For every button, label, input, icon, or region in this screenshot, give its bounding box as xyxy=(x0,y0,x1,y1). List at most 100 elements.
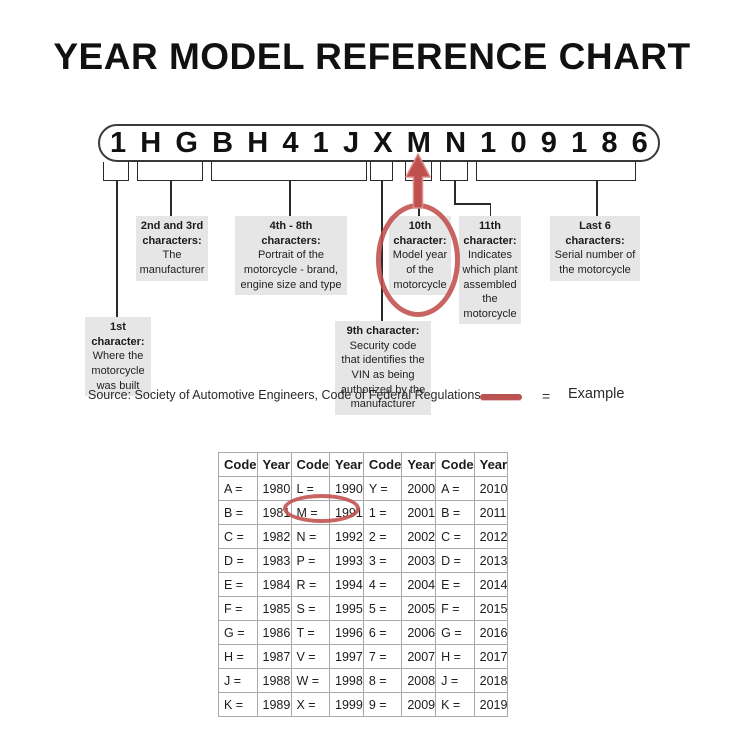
source-note: Source: Society of Automotive Engineers,… xyxy=(88,388,481,402)
table-cell: 2009 xyxy=(401,692,437,717)
connector-4th-8th xyxy=(289,181,291,216)
table-cell: A = xyxy=(435,476,475,501)
table-cell: 2013 xyxy=(473,548,509,573)
callout-heading: 11th character: xyxy=(463,220,517,247)
column-header: Year xyxy=(256,452,292,477)
table-cell: 2017 xyxy=(473,644,509,669)
table-cell: S = xyxy=(290,596,330,621)
table-cell: 2015 xyxy=(473,596,509,621)
table-row: J = 1988 W = 1998 8 = 2008 J = 2018 xyxy=(218,668,509,693)
callout-body: The manufacturer xyxy=(139,249,205,276)
table-cell: E = xyxy=(218,572,258,597)
connector-11th-b xyxy=(454,203,491,205)
vin-character: X xyxy=(373,126,393,159)
table-cell: V = xyxy=(290,644,330,669)
table-cell: T = xyxy=(290,620,330,645)
table-cell: Y = xyxy=(362,476,403,501)
table-cell: D = xyxy=(218,548,258,573)
vin-character: 4 xyxy=(282,126,299,159)
table-cell: E = xyxy=(435,572,475,597)
vin-character: H xyxy=(247,126,269,159)
connector-last6 xyxy=(596,181,598,216)
connector-1st xyxy=(116,181,118,317)
vin-character: H xyxy=(140,126,162,159)
table-cell: R = xyxy=(290,572,330,597)
table-cell: 1989 xyxy=(256,692,292,717)
table-cell: C = xyxy=(218,524,258,549)
source-legend-row: Source: Society of Automotive Engineers,… xyxy=(88,386,688,408)
table-cell: 1985 xyxy=(256,596,292,621)
callout-2nd-3rd-characters: 2nd and 3rd characters: The manufacturer xyxy=(136,216,208,281)
table-cell: B = xyxy=(218,500,258,525)
table-cell: 3 = xyxy=(362,548,403,573)
example-line-icon xyxy=(480,394,522,400)
table-row: B = 1981 M = 1991 1 = 2001 B = 2011 xyxy=(218,500,509,525)
callout-4th-8th-characters: 4th - 8th characters: Portrait of the mo… xyxy=(235,216,347,296)
table-cell: 1996 xyxy=(329,620,364,645)
callout-body: Serial number of the motorcycle xyxy=(554,249,636,276)
table-cell: 5 = xyxy=(362,596,403,621)
table-cell: 2001 xyxy=(401,500,437,525)
table-row: E = 1984 R = 1994 4 = 2004 E = 2014 xyxy=(218,572,509,597)
table-cell: 1983 xyxy=(256,548,292,573)
table-cell: 9 = xyxy=(362,692,403,717)
page-title: YEAR MODEL REFERENCE CHART xyxy=(53,36,691,77)
vin-group-bracket-4th-8th xyxy=(211,162,367,181)
table-cell: 2011 xyxy=(473,500,509,525)
vin-group-bracket-11th xyxy=(440,162,468,181)
table-row: A = 1980 L = 1990 Y = 2000 A = 2010 xyxy=(218,476,509,501)
table-cell: 2 = xyxy=(362,524,403,549)
callout-body: Security code that identifies the VIN as… xyxy=(340,339,426,411)
vin-group-bracket-2nd-3rd xyxy=(137,162,203,181)
table-cell: 1988 xyxy=(256,668,292,693)
connector-2nd-3rd xyxy=(170,181,172,216)
table-cell: 1987 xyxy=(256,644,292,669)
vin-group-bracket-9th xyxy=(370,162,393,181)
column-header: Code xyxy=(362,452,403,477)
vin-character: G xyxy=(175,126,198,159)
table-cell: 1995 xyxy=(329,596,364,621)
table-cell: W = xyxy=(290,668,330,693)
table-cell: 1 = xyxy=(362,500,403,525)
table-cell: 2010 xyxy=(473,476,509,501)
callout-1st-character: 1st character: Where the motorcycle was … xyxy=(85,317,151,397)
table-cell: C = xyxy=(435,524,475,549)
table-cell: 1998 xyxy=(329,668,364,693)
table-cell: G = xyxy=(218,620,258,645)
table-cell: X = xyxy=(290,692,330,717)
vin-character: 1 xyxy=(312,126,329,159)
table-cell: 4 = xyxy=(362,572,403,597)
callout-heading: 2nd and 3rd characters: xyxy=(140,220,204,247)
table-cell: P = xyxy=(290,548,330,573)
table-cell: B = xyxy=(435,500,475,525)
table-cell: 2019 xyxy=(473,692,509,717)
table-row: C = 1982 N = 1992 2 = 2002 C = 2012 xyxy=(218,524,509,549)
table-cell: 1990 xyxy=(329,476,364,501)
table-header-row: Code Year Code Year Code Year Code Year xyxy=(218,452,509,477)
table-cell: 2014 xyxy=(473,572,509,597)
vin-character: B xyxy=(212,126,234,159)
column-header: Year xyxy=(473,452,509,477)
column-header: Year xyxy=(329,452,364,477)
table-cell: 7 = xyxy=(362,644,403,669)
vin-character: 8 xyxy=(601,126,618,159)
vin-character: 9 xyxy=(540,126,557,159)
callout-heading: 9th character: xyxy=(346,325,420,337)
callout-body: Portrait of the motorcycle - brand, engi… xyxy=(240,249,342,291)
table-row: H = 1987 V = 1997 7 = 2007 H = 2017 xyxy=(218,644,509,669)
table-cell: K = xyxy=(435,692,475,717)
vin-character: N xyxy=(445,126,467,159)
vin-group-bracket-1st xyxy=(103,162,129,181)
table-cell: 2012 xyxy=(473,524,509,549)
callout-body: Where the motorcycle was built xyxy=(91,350,145,392)
legend-label: Example xyxy=(568,386,625,402)
table-cell: A = xyxy=(218,476,258,501)
table-cell: F = xyxy=(435,596,475,621)
table-cell: 1999 xyxy=(329,692,364,717)
connector-11th-c xyxy=(489,203,491,216)
table-cell: F = xyxy=(218,596,258,621)
table-cell: 2004 xyxy=(401,572,437,597)
table-cell: H = xyxy=(218,644,258,669)
table-cell: 2016 xyxy=(473,620,509,645)
vin-character: 0 xyxy=(510,126,527,159)
